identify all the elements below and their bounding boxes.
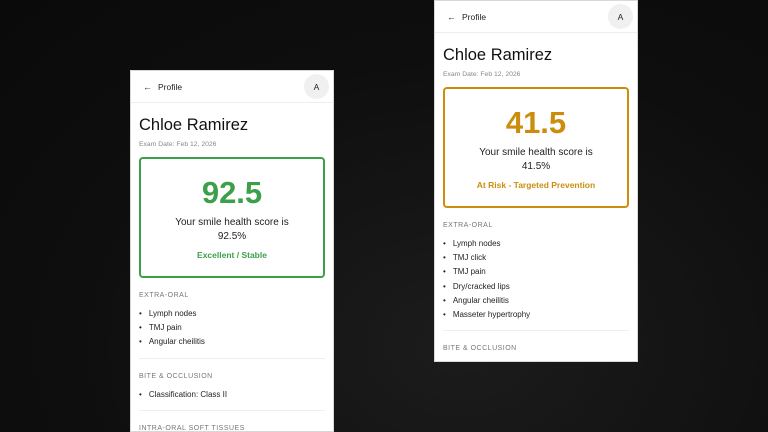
list-item: TMJ pain: [139, 321, 325, 335]
arrow-left-icon: ←: [447, 11, 456, 22]
avatar[interactable]: A: [304, 74, 329, 99]
back-label: Profile: [462, 11, 487, 22]
section-label: EXTRA-ORAL: [443, 222, 493, 229]
arrow-left-icon: ←: [143, 81, 152, 92]
list-item: TMJ click: [443, 251, 629, 265]
score-value: 92.5: [201, 175, 263, 210]
list-item: Classification: Class II: [139, 388, 325, 402]
section: BITE & OCCLUSION Classification: Class I…: [139, 359, 325, 411]
patient-name: Chloe Ramirez: [443, 46, 553, 64]
section: EXTRA-ORAL Lymph nodesTMJ painAngular ch…: [139, 278, 325, 359]
score-value: 41.5: [505, 105, 567, 140]
exam-date: Exam Date: Feb 12, 2026: [139, 141, 217, 148]
back-button[interactable]: ← Profile: [143, 82, 182, 92]
exam-date: Exam Date: Feb 12, 2026: [443, 71, 521, 78]
list-item: Lymph nodes: [443, 237, 629, 251]
section-list: Lymph nodesTMJ clickTMJ painDry/cracked …: [443, 237, 629, 322]
back-button[interactable]: ← Profile: [447, 12, 486, 22]
section-label: BITE & OCCLUSION: [443, 345, 517, 353]
header: ← Profile A: [435, 1, 637, 33]
section: EXTRA-ORAL Lymph nodesTMJ clickTMJ painD…: [443, 208, 629, 332]
section-list: Classification: Class II: [139, 388, 325, 402]
score-status: Excellent / Stable: [197, 250, 267, 260]
section-label: EXTRA-ORAL: [139, 292, 189, 299]
profile-screen: ← Profile A Chloe Ramirez Exam Date: Feb …: [434, 0, 638, 362]
list-item: Lymph nodes: [139, 307, 325, 321]
score-card: 92.5 Your smile health score is 92.5% Ex…: [139, 157, 325, 278]
section-label: INTRA-ORAL SOFT TISSUES: [139, 424, 245, 432]
header: ← Profile A: [131, 71, 333, 103]
list-item: Angular cheilitis: [443, 294, 629, 308]
score-card: 41.5 Your smile health score is 41.5% At…: [443, 87, 629, 208]
avatar[interactable]: A: [608, 4, 633, 29]
list-item: TMJ pain: [443, 265, 629, 279]
section-label: BITE & OCCLUSION: [139, 372, 213, 380]
score-description: Your smile health score is 41.5%: [479, 147, 593, 172]
back-label: Profile: [158, 81, 183, 92]
list-item: Masseter hypertrophy: [443, 308, 629, 322]
list-item: Angular cheilitis: [139, 335, 325, 349]
patient-name: Chloe Ramirez: [139, 116, 249, 134]
section-list: Lymph nodesTMJ painAngular cheilitis: [139, 307, 325, 350]
score-description: Your smile health score is 92.5%: [175, 217, 289, 242]
score-status: At Risk - Targeted Prevention: [476, 180, 596, 190]
section: BITE & OCCLUSION: [443, 331, 629, 360]
section: INTRA-ORAL SOFT TISSUES: [139, 411, 325, 432]
profile-screen: ← Profile A Chloe Ramirez Exam Date: Feb …: [130, 70, 334, 432]
list-item: Dry/cracked lips: [443, 280, 629, 294]
